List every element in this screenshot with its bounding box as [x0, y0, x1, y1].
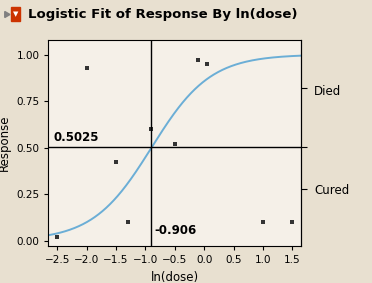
Text: Logistic Fit of Response By ln(dose): Logistic Fit of Response By ln(dose) — [28, 8, 297, 21]
X-axis label: ln(dose): ln(dose) — [151, 271, 199, 283]
Text: 0.5025: 0.5025 — [53, 131, 99, 144]
Text: -0.906: -0.906 — [154, 224, 196, 237]
Y-axis label: Response: Response — [0, 115, 11, 171]
Text: Cured: Cured — [314, 184, 350, 197]
Text: ▼: ▼ — [13, 11, 19, 17]
FancyBboxPatch shape — [11, 7, 20, 21]
Text: Died: Died — [314, 85, 341, 98]
